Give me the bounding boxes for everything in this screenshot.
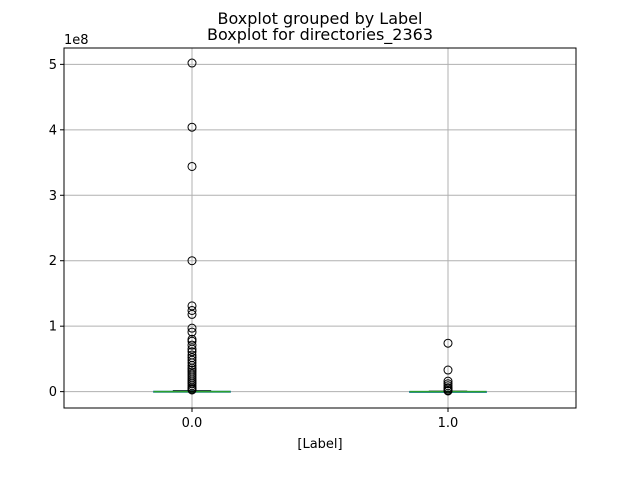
outlier-point	[443, 338, 453, 348]
outlier-point	[187, 327, 197, 337]
y-tick-label: 5	[49, 58, 57, 73]
x-tick-label: 0.0	[182, 416, 203, 431]
outlier-point	[187, 58, 197, 68]
box-group	[409, 338, 487, 396]
outlier-point	[187, 122, 197, 132]
outlier-point	[187, 340, 197, 350]
outlier-point	[187, 358, 197, 368]
chart-title: Boxplot for directories_2363	[207, 25, 433, 45]
plot-frame	[63, 47, 577, 409]
x-axis: 0.0 1.0	[182, 408, 459, 431]
box-group	[153, 58, 231, 395]
y-tick-label: 2	[49, 254, 57, 269]
outlier-point	[187, 305, 197, 315]
x-axis-label: [Label]	[297, 437, 342, 452]
outlier-point	[187, 347, 197, 357]
boxes-layer	[153, 58, 487, 396]
outlier-point	[187, 301, 197, 311]
y-offset-label: 1e8	[64, 33, 89, 48]
y-tick-label: 4	[49, 123, 57, 138]
y-tick-label: 0	[49, 385, 57, 400]
outlier-point	[187, 385, 197, 395]
outlier-point	[187, 344, 197, 354]
outlier-point	[187, 256, 197, 266]
outlier-point	[443, 386, 453, 396]
outlier-point	[187, 161, 197, 171]
grid-lines	[64, 48, 576, 408]
chart-suptitle: Boxplot grouped by Label	[218, 9, 423, 28]
y-tick-label: 1	[49, 320, 57, 335]
x-tick-label: 1.0	[438, 416, 459, 431]
y-tick-label: 3	[49, 189, 57, 204]
outlier-point	[187, 309, 197, 319]
outlier-point	[187, 360, 197, 370]
outlier-point	[443, 365, 453, 375]
y-axis: 0 1 2 3 4 5	[49, 58, 64, 400]
outlier-point	[187, 323, 197, 333]
